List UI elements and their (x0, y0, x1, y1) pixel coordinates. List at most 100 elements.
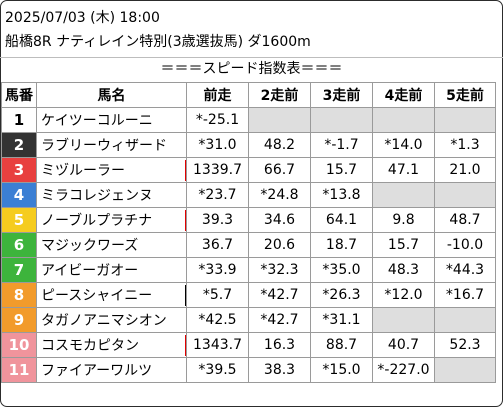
horse-name: タガノアニマシオン (41, 313, 167, 329)
speed-index-cell: 48.7 (434, 207, 496, 233)
speed-index-cell: 64.1 (310, 207, 373, 233)
table-row: 5 ノーブルプラチナ 39.3 34.6 64.1 9.8 48.7 (1, 207, 496, 233)
speed-index-cell: *-1.7 (310, 132, 373, 158)
horse-name-cell: タガノアニマシオン (36, 307, 187, 333)
horse-number: 3 (1, 157, 37, 183)
race-title: 船橋8R ナティレイン特別(3歳選抜馬) ダ1600m (5, 34, 311, 50)
horse-name-cell: ラブリーウィザード (36, 132, 187, 158)
speed-index-cell: *32.3 (248, 257, 311, 283)
speed-index-cell: 20.6 (248, 232, 311, 258)
horse-name-cell: ケイツーコルーニ (36, 107, 187, 133)
speed-index-cell (372, 107, 435, 133)
horse-name-cell: コスモカピタン (36, 332, 187, 358)
col-header-last-race: 前走 (186, 82, 249, 108)
horse-number: 10 (1, 332, 37, 358)
header-row: 馬番 馬名 前走 2走前 3走前 4走前 5走前 (1, 82, 496, 108)
table-row: 7 アイビーガオー *33.9 *32.3 *35.0 48.3 *44.3 (1, 257, 496, 283)
horse-name: マジックワーズ (41, 238, 139, 254)
speed-index-cell: *-227.0 (372, 357, 435, 383)
speed-index-cell: 16.3 (248, 332, 311, 358)
speed-index-cell: 48.2 (248, 132, 311, 158)
speed-index-cell: *1.3 (434, 132, 496, 158)
speed-index-cell: 48.3 (372, 257, 435, 283)
speed-index-cell: 15.7 (310, 157, 373, 183)
horse-number: 1 (1, 107, 37, 133)
col-header-5-races-ago: 5走前 (434, 82, 496, 108)
speed-index-cell (434, 357, 496, 383)
speed-index-cell: 36.7 (186, 232, 249, 258)
table-row: 2 ラブリーウィザード *31.0 48.2 *-1.7 *14.0 *1.3 (1, 132, 496, 158)
horse-name: コスモカピタン (41, 338, 139, 354)
speed-index-cell: *16.7 (434, 282, 496, 308)
horse-name-cell: ミラコレジェンヌ (36, 182, 187, 208)
speed-index-cell: *33.9 (186, 257, 249, 283)
horse-number: 2 (1, 132, 37, 158)
speed-index-cell: *15.0 (310, 357, 373, 383)
highlight-marker (185, 285, 186, 306)
table-row: 1 ケイツーコルーニ *-25.1 (1, 107, 496, 133)
speed-index-cell: *26.3 (310, 282, 373, 308)
horse-name-cell: マジックワーズ (36, 232, 187, 258)
col-header-4-races-ago: 4走前 (372, 82, 435, 108)
col-header-3-races-ago: 3走前 (310, 82, 373, 108)
speed-index-cell: 39.3 (186, 207, 249, 233)
speed-index-cell (310, 107, 373, 133)
horse-name: ファイアーワルツ (41, 363, 153, 379)
horse-name-cell: アイビーガオー (36, 257, 187, 283)
speed-index-cell: 18.7 (310, 232, 373, 258)
table-row: 6 マジックワーズ 36.7 20.6 18.7 15.7 -10.0 (1, 232, 496, 258)
horse-number: 4 (1, 182, 37, 208)
horse-name-cell: ノーブルプラチナ (36, 207, 187, 233)
horse-name: ラブリーウィザード (41, 138, 167, 154)
horse-name: ミヅルーラー (41, 163, 125, 179)
col-header-2-races-ago: 2走前 (248, 82, 311, 108)
speed-index-cell: 9.8 (372, 207, 435, 233)
horse-name-cell: ファイアーワルツ (36, 357, 187, 383)
table-row: 11 ファイアーワルツ *39.5 38.3 *15.0 *-227.0 (1, 357, 496, 383)
col-header-umaban: 馬番 (1, 82, 37, 108)
speed-index-cell: *42.7 (248, 282, 311, 308)
speed-index-cell (434, 307, 496, 333)
speed-index-cell: 21.0 (434, 157, 496, 183)
table-row: 3 ミヅルーラー 1339.7 66.7 15.7 47.1 21.0 (1, 157, 496, 183)
horse-name: ノーブルプラチナ (41, 213, 153, 229)
speed-index-cell (372, 182, 435, 208)
speed-index-cell: 88.7 (310, 332, 373, 358)
table-row: 10 コスモカピタン 1343.7 16.3 88.7 40.7 52.3 (1, 332, 496, 358)
speed-index-cell: *-25.1 (186, 107, 249, 133)
horse-number: 5 (1, 207, 37, 233)
speed-index-cell: *44.3 (434, 257, 496, 283)
speed-index-cell: 52.3 (434, 332, 496, 358)
horse-number: 7 (1, 257, 37, 283)
horse-name: ミラコレジェンヌ (41, 188, 153, 204)
speed-index-cell: 40.7 (372, 332, 435, 358)
table-banner: ＝＝＝スピード指数表＝＝＝ (0, 57, 503, 82)
horse-name: ピースシャイニー (41, 288, 153, 304)
speed-index-cell: *24.8 (248, 182, 311, 208)
speed-index-cell: -10.0 (434, 232, 496, 258)
speed-index-cell: 34.6 (248, 207, 311, 233)
speed-index-cell: *12.0 (372, 282, 435, 308)
speed-index-cell: 1339.7 (186, 157, 249, 183)
speed-index-cell: *14.0 (372, 132, 435, 158)
highlight-marker (185, 160, 186, 181)
horse-name-cell: ピースシャイニー (36, 282, 187, 308)
speed-index-cell (434, 182, 496, 208)
speed-index-cell (372, 307, 435, 333)
speed-index-cell: 66.7 (248, 157, 311, 183)
speed-index-cell: *31.0 (186, 132, 249, 158)
speed-index-cell: *23.7 (186, 182, 249, 208)
speed-index-cell: 1343.7 (186, 332, 249, 358)
horse-name: アイビーガオー (41, 263, 139, 279)
highlight-marker (185, 335, 186, 356)
speed-index-table: 馬番 馬名 前走 2走前 3走前 4走前 5走前 1 ケイツーコルーニ *-25.1… (1, 82, 496, 383)
table-row: 9 タガノアニマシオン *42.5 *42.7 *31.1 (1, 307, 496, 333)
horse-name-cell: ミヅルーラー (36, 157, 187, 183)
speed-index-cell: *39.5 (186, 357, 249, 383)
speed-index-cell (434, 107, 496, 133)
speed-index-cell: 15.7 (372, 232, 435, 258)
race-datetime: 2025/07/03 (木) 18:00 (5, 10, 160, 26)
speed-index-cell: *35.0 (310, 257, 373, 283)
speed-index-cell: *42.5 (186, 307, 249, 333)
col-header-horse-name: 馬名 (36, 82, 187, 108)
